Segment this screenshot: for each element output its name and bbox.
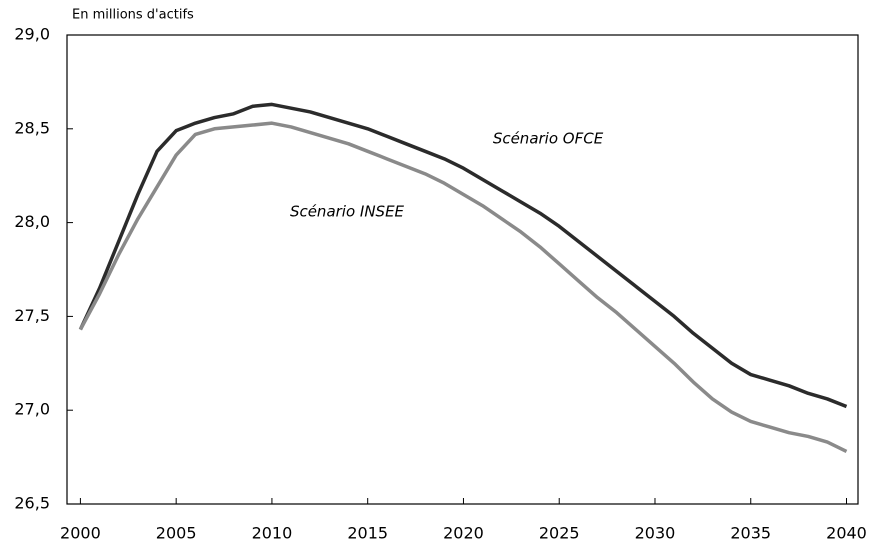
y-tick-label: 26,5: [14, 494, 50, 513]
x-tick-label: 2035: [730, 524, 771, 543]
series-line: [78, 102, 848, 409]
x-tick-label: 2030: [635, 524, 676, 543]
y-axis-label: En millions d'actifs: [72, 8, 194, 23]
y-tick-label: 27,5: [14, 306, 50, 325]
x-tick-label: 2015: [347, 524, 388, 543]
y-tick-label: 28,5: [14, 118, 50, 137]
x-tick-label: 2000: [60, 524, 101, 543]
x-tick-label: 2025: [539, 524, 580, 543]
x-tick-label: 2010: [252, 524, 293, 543]
y-tick-label: 28,0: [14, 212, 50, 231]
series-line: [78, 121, 848, 454]
series-label: Scénario INSEE: [290, 203, 405, 221]
plot-frame: [66, 34, 859, 505]
x-tick-label: 2020: [443, 524, 484, 543]
x-tick-label: 2005: [156, 524, 197, 543]
y-tick-label: 29,0: [14, 25, 50, 44]
x-tick-label: 2040: [826, 524, 867, 543]
y-tick-label: 27,0: [14, 400, 50, 419]
series-label: Scénario OFCE: [493, 130, 604, 148]
